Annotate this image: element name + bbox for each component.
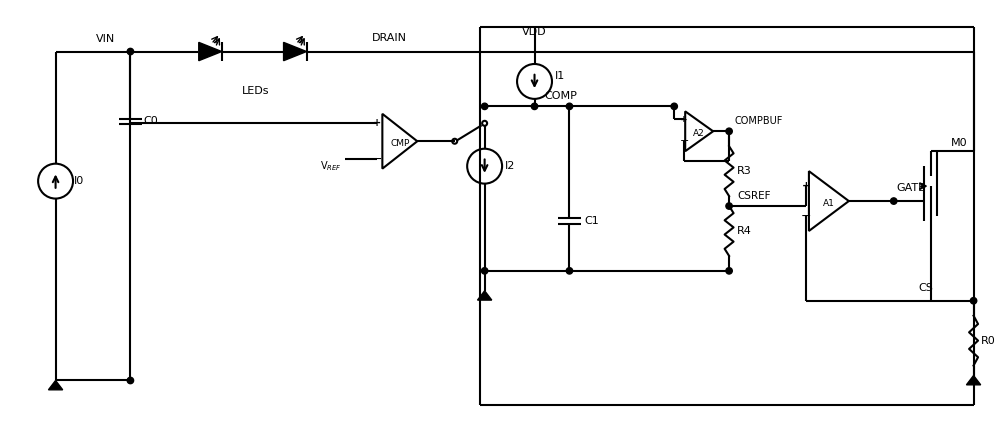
Circle shape: [127, 377, 134, 384]
Circle shape: [726, 128, 732, 135]
Text: C0: C0: [143, 116, 158, 126]
Text: VDD: VDD: [522, 26, 547, 37]
Circle shape: [726, 268, 732, 274]
Text: CMP: CMP: [390, 139, 410, 148]
Circle shape: [566, 103, 573, 109]
Text: +: +: [680, 115, 688, 124]
Text: LEDs: LEDs: [241, 86, 269, 97]
Polygon shape: [477, 291, 492, 300]
Text: −: −: [801, 209, 811, 223]
Text: I1: I1: [554, 71, 565, 82]
Text: +: +: [373, 118, 381, 128]
Text: A2: A2: [693, 129, 705, 138]
Text: −: −: [680, 136, 689, 146]
Text: CS: CS: [919, 283, 934, 293]
Circle shape: [531, 103, 538, 109]
Text: CSREF: CSREF: [737, 191, 771, 201]
Text: C1: C1: [584, 216, 599, 226]
Circle shape: [970, 298, 977, 304]
Text: DRAIN: DRAIN: [372, 33, 407, 43]
Text: R3: R3: [737, 166, 752, 176]
Text: R4: R4: [737, 226, 752, 236]
Circle shape: [726, 203, 732, 209]
Text: −: −: [372, 153, 382, 166]
Text: GATE: GATE: [897, 183, 926, 193]
Circle shape: [891, 198, 897, 204]
Text: R0: R0: [981, 336, 995, 346]
Text: V$_{REF}$: V$_{REF}$: [320, 159, 342, 173]
Text: COMPBUF: COMPBUF: [734, 116, 782, 126]
Polygon shape: [966, 375, 981, 385]
Text: +: +: [802, 181, 810, 191]
Circle shape: [481, 268, 488, 274]
Text: COMP: COMP: [545, 91, 577, 101]
Text: I0: I0: [74, 176, 84, 186]
Polygon shape: [284, 42, 307, 61]
Circle shape: [671, 103, 677, 109]
Text: A1: A1: [823, 199, 835, 208]
Text: VIN: VIN: [96, 34, 115, 44]
Text: M0: M0: [951, 138, 967, 148]
Text: I2: I2: [505, 161, 515, 171]
Circle shape: [481, 103, 488, 109]
Circle shape: [566, 268, 573, 274]
Polygon shape: [199, 42, 222, 61]
Circle shape: [127, 49, 134, 55]
Polygon shape: [48, 381, 63, 390]
